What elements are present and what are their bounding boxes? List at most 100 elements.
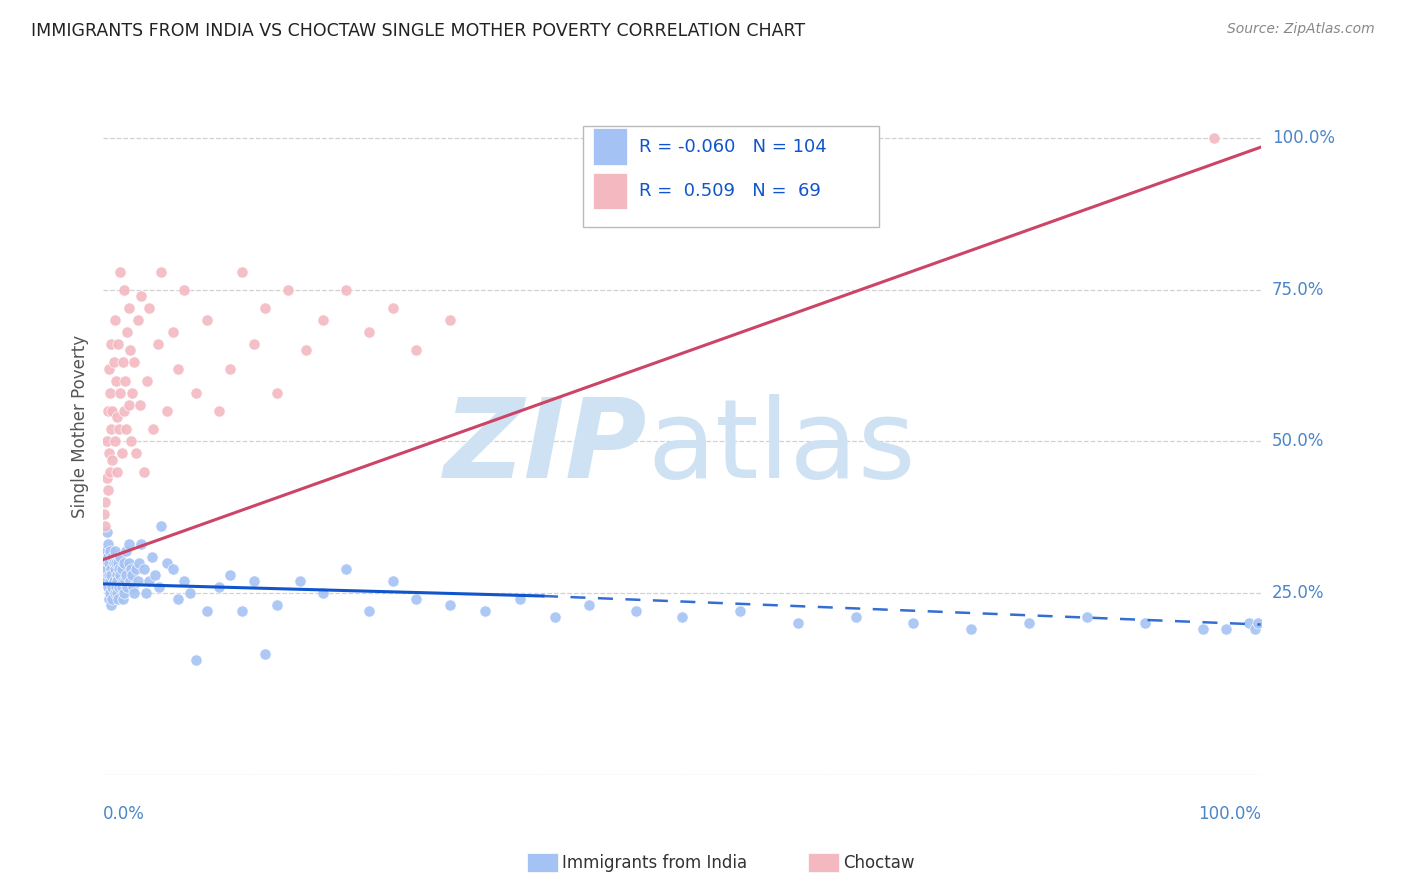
Point xyxy=(117,325,139,339)
Point xyxy=(104,580,127,594)
Point xyxy=(97,592,120,607)
Point xyxy=(93,507,115,521)
Point xyxy=(108,562,131,576)
FancyBboxPatch shape xyxy=(593,173,627,210)
Point xyxy=(103,574,125,588)
Point xyxy=(104,543,127,558)
Point xyxy=(405,592,427,607)
Point xyxy=(111,580,134,594)
Text: R =  0.509   N =  69: R = 0.509 N = 69 xyxy=(640,182,821,200)
Point xyxy=(103,556,125,570)
Point xyxy=(143,567,166,582)
Point xyxy=(118,574,141,588)
Point xyxy=(124,562,146,576)
Point xyxy=(100,567,122,582)
Point xyxy=(117,537,139,551)
Text: R = -0.060   N = 104: R = -0.060 N = 104 xyxy=(640,137,827,155)
Point xyxy=(671,610,693,624)
Point xyxy=(136,374,159,388)
Point xyxy=(439,313,461,327)
Text: 25.0%: 25.0% xyxy=(1272,584,1324,602)
Point xyxy=(110,264,132,278)
Point xyxy=(97,537,120,551)
Text: ZIP: ZIP xyxy=(444,393,647,500)
Point xyxy=(111,574,134,588)
Point xyxy=(208,404,231,418)
Point xyxy=(132,562,155,576)
Point xyxy=(124,446,146,460)
Point xyxy=(150,264,173,278)
Point xyxy=(127,574,149,588)
Point xyxy=(543,610,565,624)
Point xyxy=(141,549,163,564)
Point xyxy=(173,283,195,297)
Point xyxy=(1191,623,1213,637)
Point xyxy=(219,361,242,376)
Point xyxy=(97,556,120,570)
Point xyxy=(104,374,127,388)
Point xyxy=(97,446,120,460)
Point xyxy=(254,647,277,661)
Point xyxy=(115,567,138,582)
Point xyxy=(138,301,160,315)
Point xyxy=(98,543,121,558)
Point xyxy=(138,574,160,588)
Point xyxy=(150,519,173,533)
Point xyxy=(97,549,120,564)
Point xyxy=(96,434,118,449)
Point xyxy=(107,556,129,570)
Point xyxy=(162,325,184,339)
Point xyxy=(132,465,155,479)
Point xyxy=(105,574,128,588)
Point xyxy=(93,556,115,570)
Point xyxy=(101,549,124,564)
Point xyxy=(381,301,404,315)
Point xyxy=(100,422,122,436)
Point xyxy=(97,483,120,497)
Point xyxy=(124,355,146,369)
Point xyxy=(115,422,138,436)
Point xyxy=(254,301,277,315)
Point xyxy=(112,404,135,418)
Point xyxy=(381,574,404,588)
Point xyxy=(127,313,149,327)
Point xyxy=(146,337,169,351)
Point xyxy=(100,598,122,612)
Point xyxy=(359,325,381,339)
Point xyxy=(111,446,134,460)
Point xyxy=(1244,623,1267,637)
Point xyxy=(96,471,118,485)
Point xyxy=(312,586,335,600)
Point xyxy=(107,337,129,351)
Point xyxy=(156,404,179,418)
Point xyxy=(167,361,190,376)
Point xyxy=(167,592,190,607)
Point xyxy=(94,543,117,558)
Point xyxy=(219,567,242,582)
Point xyxy=(266,598,288,612)
Point xyxy=(117,398,139,412)
Point xyxy=(98,586,121,600)
Point xyxy=(786,616,808,631)
Point xyxy=(107,592,129,607)
Point xyxy=(108,580,131,594)
Point xyxy=(844,610,866,624)
Y-axis label: Single Mother Poverty: Single Mother Poverty xyxy=(72,334,89,517)
Point xyxy=(294,343,316,358)
Point xyxy=(108,422,131,436)
Point xyxy=(118,343,141,358)
Point xyxy=(405,343,427,358)
Point xyxy=(96,574,118,588)
Point xyxy=(266,385,288,400)
Point xyxy=(110,385,132,400)
Point xyxy=(112,586,135,600)
Point xyxy=(94,567,117,582)
Text: 100.0%: 100.0% xyxy=(1272,129,1334,147)
Point xyxy=(728,604,751,618)
Point xyxy=(98,465,121,479)
Text: 50.0%: 50.0% xyxy=(1272,433,1324,450)
Text: Immigrants from India: Immigrants from India xyxy=(562,854,748,871)
Point xyxy=(100,562,122,576)
Point xyxy=(156,556,179,570)
Point xyxy=(104,562,127,576)
